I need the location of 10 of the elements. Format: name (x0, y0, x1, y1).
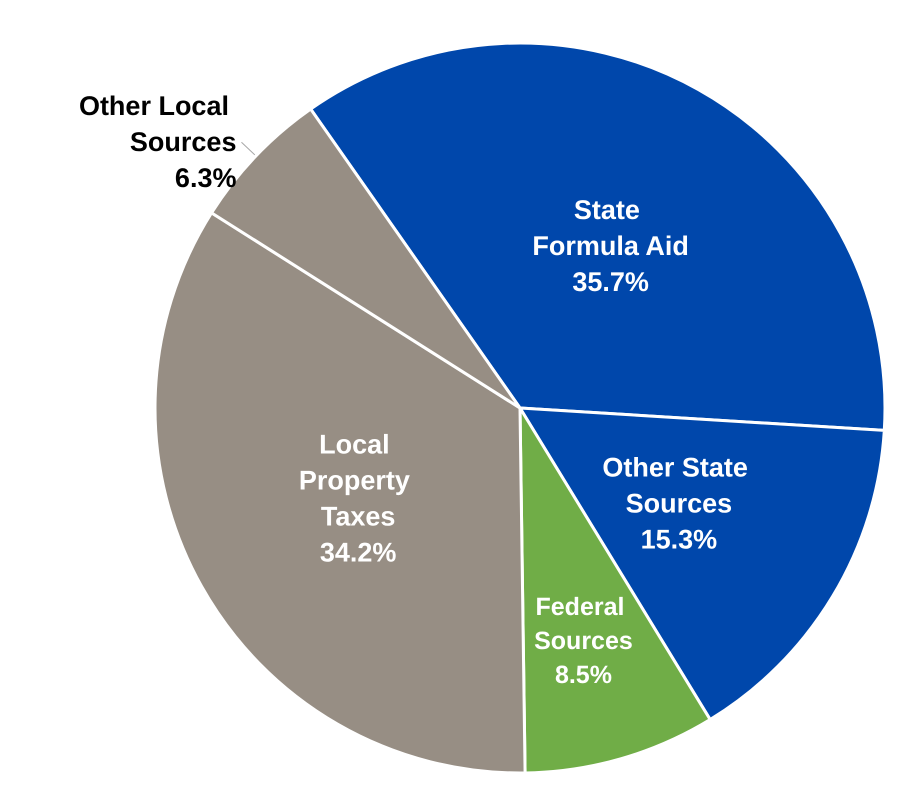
slice-label: State Formula Aid (532, 195, 689, 262)
slice-label: Other Local Sources (78, 91, 236, 158)
data-label: 34.2% (320, 538, 396, 568)
data-label: 6.3% (174, 163, 236, 194)
slice-label: Other State Sources (602, 452, 756, 519)
data-label: 15.3% (640, 524, 718, 555)
data-label: 8.5% (554, 661, 612, 690)
slice-label: Local Property Taxes (298, 430, 418, 532)
slice-label: Federal Sources (534, 593, 633, 656)
data-label: 35.7% (572, 267, 649, 298)
